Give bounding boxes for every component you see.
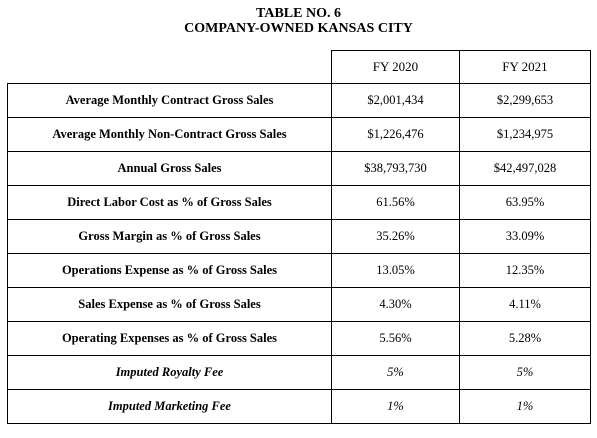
value-cell-fy2020: 61.56% [331, 185, 460, 220]
row-label: Operating Expenses as % of Gross Sales [7, 321, 332, 356]
row-label: Annual Gross Sales [7, 151, 332, 186]
table-number-title: TABLE NO. 6 [256, 6, 341, 21]
value-cell-fy2021: 12.35% [459, 253, 591, 288]
value-cell-fy2020: $38,793,730 [331, 151, 460, 186]
table-row: Average Monthly Non-Contract Gross Sales… [7, 117, 591, 152]
value-cell-fy2021: $42,497,028 [459, 151, 591, 186]
row-label: Average Monthly Non-Contract Gross Sales [7, 117, 332, 152]
value-cell-fy2021: $1,234,975 [459, 117, 591, 152]
table-row: Average Monthly Contract Gross Sales $2,0… [7, 83, 591, 118]
header-row: FY 2020 FY 2021 [7, 50, 591, 84]
value-cell-fy2020: 4.30% [331, 287, 460, 322]
value-cell-fy2020: 1% [331, 389, 460, 424]
value-cell-fy2020: $1,226,476 [331, 117, 460, 152]
row-label: Sales Expense as % of Gross Sales [7, 287, 332, 322]
row-label: Imputed Royalty Fee [7, 355, 332, 390]
value-cell-fy2021: 63.95% [459, 185, 591, 220]
value-cell-fy2020: $2,001,434 [331, 83, 460, 118]
table-row: Direct Labor Cost as % of Gross Sales 61.… [7, 185, 591, 220]
table-subtitle: COMPANY-OWNED KANSAS CITY [184, 21, 413, 36]
column-header-fy2020: FY 2020 [331, 50, 460, 84]
header-blank-cell [7, 50, 332, 84]
value-cell-fy2021: 1% [459, 389, 591, 424]
column-header-fy2021: FY 2021 [459, 50, 591, 84]
value-cell-fy2021: 5.28% [459, 321, 591, 356]
value-cell-fy2020: 35.26% [331, 219, 460, 254]
row-label: Imputed Marketing Fee [7, 389, 332, 424]
table-row: Imputed Royalty Fee 5% 5% [7, 355, 591, 390]
value-cell-fy2020: 13.05% [331, 253, 460, 288]
table-row: Gross Margin as % of Gross Sales 35.26% 33… [7, 219, 591, 254]
table-row: Annual Gross Sales $38,793,730 $42,497,028 [7, 151, 591, 186]
value-cell-fy2020: 5.56% [331, 321, 460, 356]
value-cell-fy2020: 5% [331, 355, 460, 390]
row-label: Average Monthly Contract Gross Sales [7, 83, 332, 118]
table-row: Operating Expenses as % of Gross Sales 5.… [7, 321, 591, 356]
value-cell-fy2021: $2,299,653 [459, 83, 591, 118]
value-cell-fy2021: 4.11% [459, 287, 591, 322]
table-row: Sales Expense as % of Gross Sales 4.30% 4.… [7, 287, 591, 322]
data-table: FY 2020 FY 2021 Average Monthly Contract… [7, 50, 591, 424]
table-title-block: TABLE NO. 6 COMPANY-OWNED KANSAS CITY [0, 6, 597, 36]
row-label: Direct Labor Cost as % of Gross Sales [7, 185, 332, 220]
row-label: Operations Expense as % of Gross Sales [7, 253, 332, 288]
table-row: Imputed Marketing Fee 1% 1% [7, 389, 591, 424]
row-label: Gross Margin as % of Gross Sales [7, 219, 332, 254]
value-cell-fy2021: 5% [459, 355, 591, 390]
table-row: Operations Expense as % of Gross Sales 13… [7, 253, 591, 288]
value-cell-fy2021: 33.09% [459, 219, 591, 254]
